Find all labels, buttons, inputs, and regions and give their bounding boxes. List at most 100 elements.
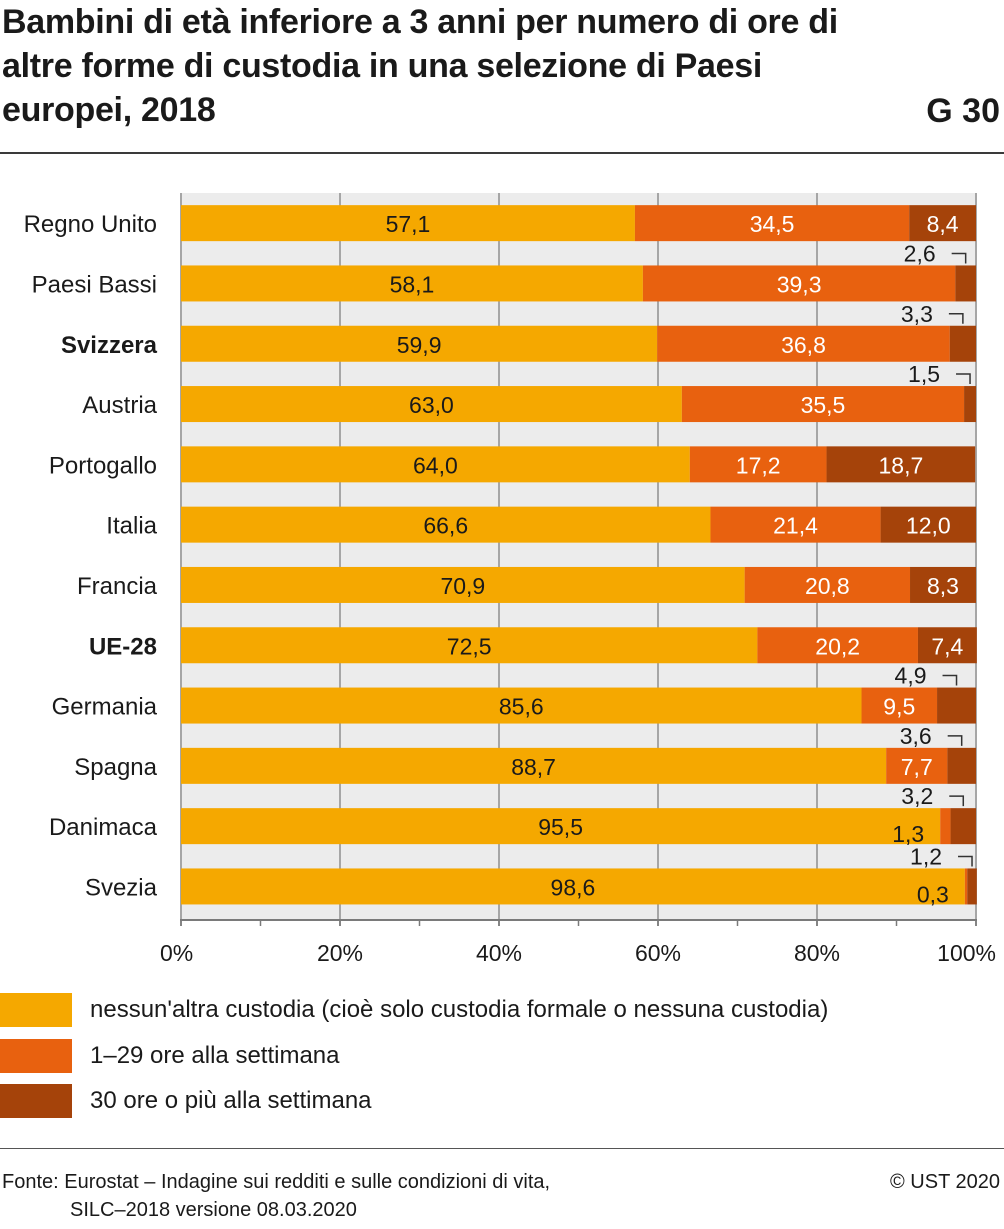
bar-segment [181, 868, 965, 905]
data-label: 63,0 [409, 392, 454, 418]
plot-background [181, 193, 976, 920]
category-label: Regno Unito [24, 211, 157, 238]
data-label: 1,3 [892, 821, 924, 847]
bar-segment [181, 325, 658, 362]
data-label: 58,1 [390, 271, 435, 297]
legend-label: 30 ore o più alla settimana [90, 1087, 372, 1114]
bar-segment [880, 506, 976, 543]
footer-divider [0, 1148, 1004, 1149]
category-label: Francia [77, 573, 158, 600]
bar-segment [710, 506, 881, 543]
data-label: 98,6 [551, 874, 596, 900]
category-label: Svizzera [61, 332, 158, 359]
bar-segment [950, 808, 976, 845]
bar-segment [940, 808, 951, 845]
data-label: 4,9 [895, 663, 927, 689]
category-label: Germania [52, 694, 158, 721]
category-label: Italia [106, 513, 157, 540]
bar-segment [909, 205, 976, 242]
leader-line [949, 795, 965, 807]
data-label: 7,7 [901, 754, 933, 780]
bar-segment [949, 325, 976, 362]
x-tick-label: 20% [317, 940, 363, 966]
x-tick-label: 0% [160, 940, 193, 966]
bar-segment [964, 386, 976, 423]
chart-title: Bambini di età inferiore a 3 anni per nu… [2, 3, 838, 129]
copyright: © UST 2020 [890, 1171, 1000, 1193]
legend-item-none: nessun'altra custodia (cioè solo custodi… [0, 993, 1004, 1027]
leader-line [948, 313, 964, 324]
data-label: 39,3 [777, 271, 822, 297]
bar-segment [181, 687, 862, 724]
bar-segment [681, 386, 965, 423]
data-label: 3,3 [901, 301, 933, 327]
data-label: 9,5 [883, 694, 915, 720]
leader-line [942, 674, 958, 686]
leader-line [951, 252, 967, 264]
chart-id: G 30 [926, 92, 1000, 130]
x-tick-label: 60% [635, 940, 681, 966]
source-line-1: Fonte: Eurostat – Indagine sui redditi e… [2, 1171, 551, 1193]
x-tick-label: 80% [794, 940, 840, 966]
data-label: 57,1 [386, 211, 431, 237]
bar-segment [744, 566, 911, 603]
data-label: 34,5 [750, 211, 795, 237]
title-divider [0, 152, 1004, 154]
data-label: 3,6 [900, 723, 932, 749]
bar-segment [181, 506, 711, 543]
category-label: Spagna [74, 754, 157, 781]
data-label: 88,7 [511, 754, 556, 780]
data-label: 85,6 [499, 694, 544, 720]
data-label: 12,0 [906, 513, 951, 539]
data-label: 35,5 [801, 392, 846, 418]
bar-segment [967, 868, 977, 905]
bar-segment [757, 627, 918, 664]
bar-segment [964, 868, 968, 905]
bar-segment [947, 747, 976, 784]
leader-line [947, 735, 963, 746]
data-label: 7,4 [931, 633, 963, 659]
bar-segment [634, 205, 910, 242]
source-note: Fonte: Eurostat – Indagine sui redditi e… [2, 1168, 550, 1224]
bar-segment [181, 808, 941, 845]
bar-segment [826, 446, 976, 483]
bar-segment [181, 205, 635, 242]
x-tick-label: 100% [937, 940, 996, 966]
data-label: 2,6 [904, 240, 936, 266]
bar-segment [657, 325, 950, 362]
category-label: Paesi Bassi [32, 271, 157, 298]
data-label: 21,4 [773, 513, 818, 539]
data-label: 8,3 [927, 573, 959, 599]
bar-segment [937, 687, 976, 724]
bar-segment [861, 687, 938, 724]
legend-swatch [0, 1039, 72, 1073]
bar-segment [181, 747, 887, 784]
bar-segment [917, 627, 977, 664]
legend-swatch [0, 1084, 72, 1118]
bar-segment [181, 386, 682, 423]
legend-item-1-29: 1–29 ore alla settimana [0, 1039, 1004, 1073]
data-label: 64,0 [413, 452, 458, 478]
legend-label: nessun'altra custodia (cioè solo custodi… [90, 996, 829, 1023]
leader-line [956, 373, 971, 385]
category-label: Svezia [85, 874, 158, 901]
bar-segment [181, 566, 745, 603]
category-label: UE-28 [89, 633, 157, 660]
bar-segment [181, 446, 690, 483]
data-label: 3,2 [901, 783, 933, 809]
x-tick-label: 40% [476, 940, 522, 966]
bar-segment [910, 566, 976, 603]
data-label: 20,8 [805, 573, 850, 599]
bar-segment [181, 265, 643, 302]
data-label: 18,7 [878, 452, 923, 478]
data-label: 36,8 [781, 332, 826, 358]
leader-line [958, 855, 973, 867]
data-label: 72,5 [447, 633, 492, 659]
bar-segment [642, 265, 956, 302]
category-label: Portogallo [49, 452, 157, 479]
stacked-bar-chart: 0% 20% 40% 60% 80% 100% Regno Unito 57,1 34,5 8,4… [24, 193, 996, 966]
data-label: 1,5 [908, 361, 940, 387]
data-label: 17,2 [736, 452, 781, 478]
data-label: 0,3 [917, 881, 949, 907]
data-label: 66,6 [423, 513, 468, 539]
